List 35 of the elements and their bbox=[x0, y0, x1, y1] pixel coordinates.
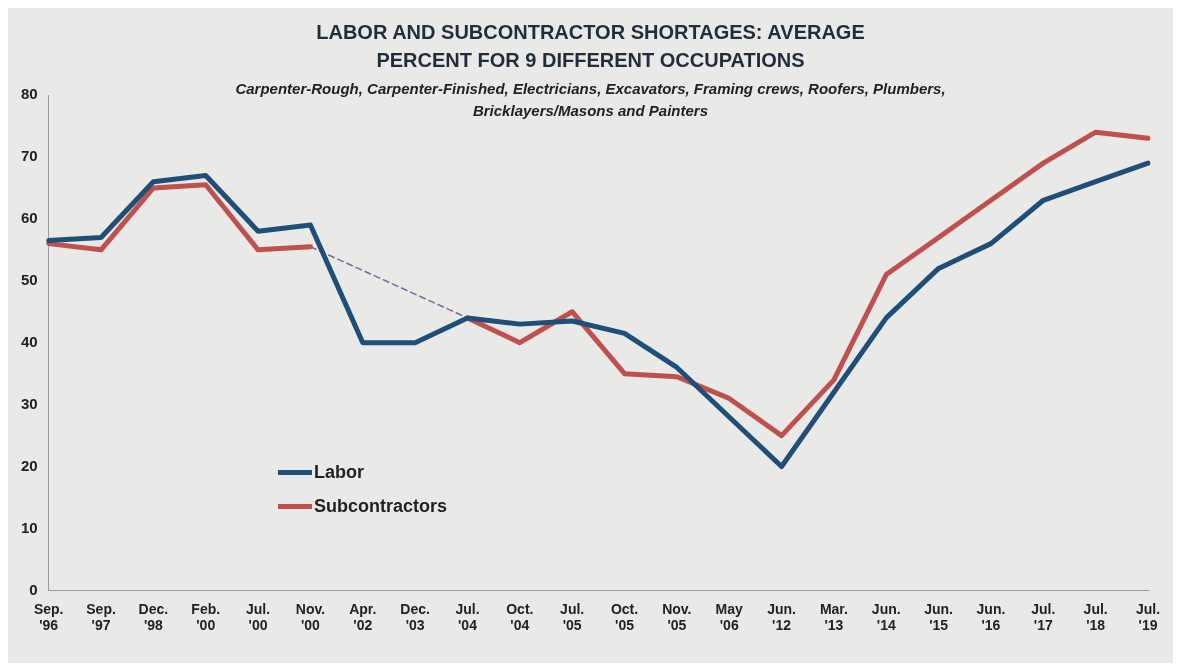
y-tick-label: 20 bbox=[21, 456, 38, 474]
x-tick-label: Jul. '00 bbox=[246, 600, 271, 634]
x-tick-label: Jul. '04 bbox=[455, 600, 480, 634]
x-tick-label: Dec. '98 bbox=[138, 600, 169, 634]
x-tick-label: Jul. '17 bbox=[1031, 600, 1056, 634]
x-tick-label: Jul. '18 bbox=[1083, 600, 1108, 634]
legend-label: Subcontractors bbox=[314, 495, 448, 517]
x-tick-label: May '06 bbox=[715, 600, 744, 634]
x-tick-label: Nov. '00 bbox=[295, 600, 326, 634]
x-tick-label: Jun. '16 bbox=[976, 600, 1006, 634]
chart-title: LABOR AND SUBCONTRACTOR SHORTAGES: AVERAGE PERCENT FOR 9 DIFFERENT OCCUPATIONS bbox=[315, 20, 866, 73]
x-tick-label: Feb. '00 bbox=[191, 600, 221, 634]
y-tick-label: 70 bbox=[21, 147, 38, 165]
legend-label: Labor bbox=[314, 461, 365, 483]
x-tick-label: Jul. '05 bbox=[560, 600, 585, 634]
x-tick-label: Oct. '04 bbox=[506, 600, 534, 634]
y-tick-label: 10 bbox=[21, 518, 38, 536]
y-tick-label: 30 bbox=[21, 394, 38, 412]
y-tick-label: 50 bbox=[21, 270, 38, 288]
x-tick-label: Mar. '13 bbox=[819, 600, 848, 634]
x-tick-label: Jun. '15 bbox=[924, 600, 953, 634]
x-tick-label: Dec. '03 bbox=[400, 600, 430, 634]
x-tick-label: Oct. '05 bbox=[610, 600, 639, 634]
x-tick-label: Jun. '14 bbox=[871, 600, 901, 634]
y-tick-label: 60 bbox=[21, 208, 38, 226]
x-tick-label: Sep. '96 bbox=[33, 600, 64, 634]
y-tick-label: 40 bbox=[21, 332, 38, 350]
y-tick-label: 80 bbox=[21, 85, 38, 103]
x-tick-label: Nov. '05 bbox=[662, 600, 692, 634]
x-tick-label: Jun. '12 bbox=[767, 600, 796, 634]
x-tick-label: Jul. '19 bbox=[1135, 600, 1161, 634]
chart-subtitle: Carpenter-Rough, Carpenter-Finished, Electricians, Excavators, Framing crews, Roofers, Plumbers, Bricklayers/Masons and Painters bbox=[234, 79, 947, 121]
x-tick-label: Sep. '97 bbox=[86, 600, 116, 634]
y-tick-label: 0 bbox=[29, 580, 38, 598]
x-tick-label: Apr. '02 bbox=[349, 600, 377, 634]
